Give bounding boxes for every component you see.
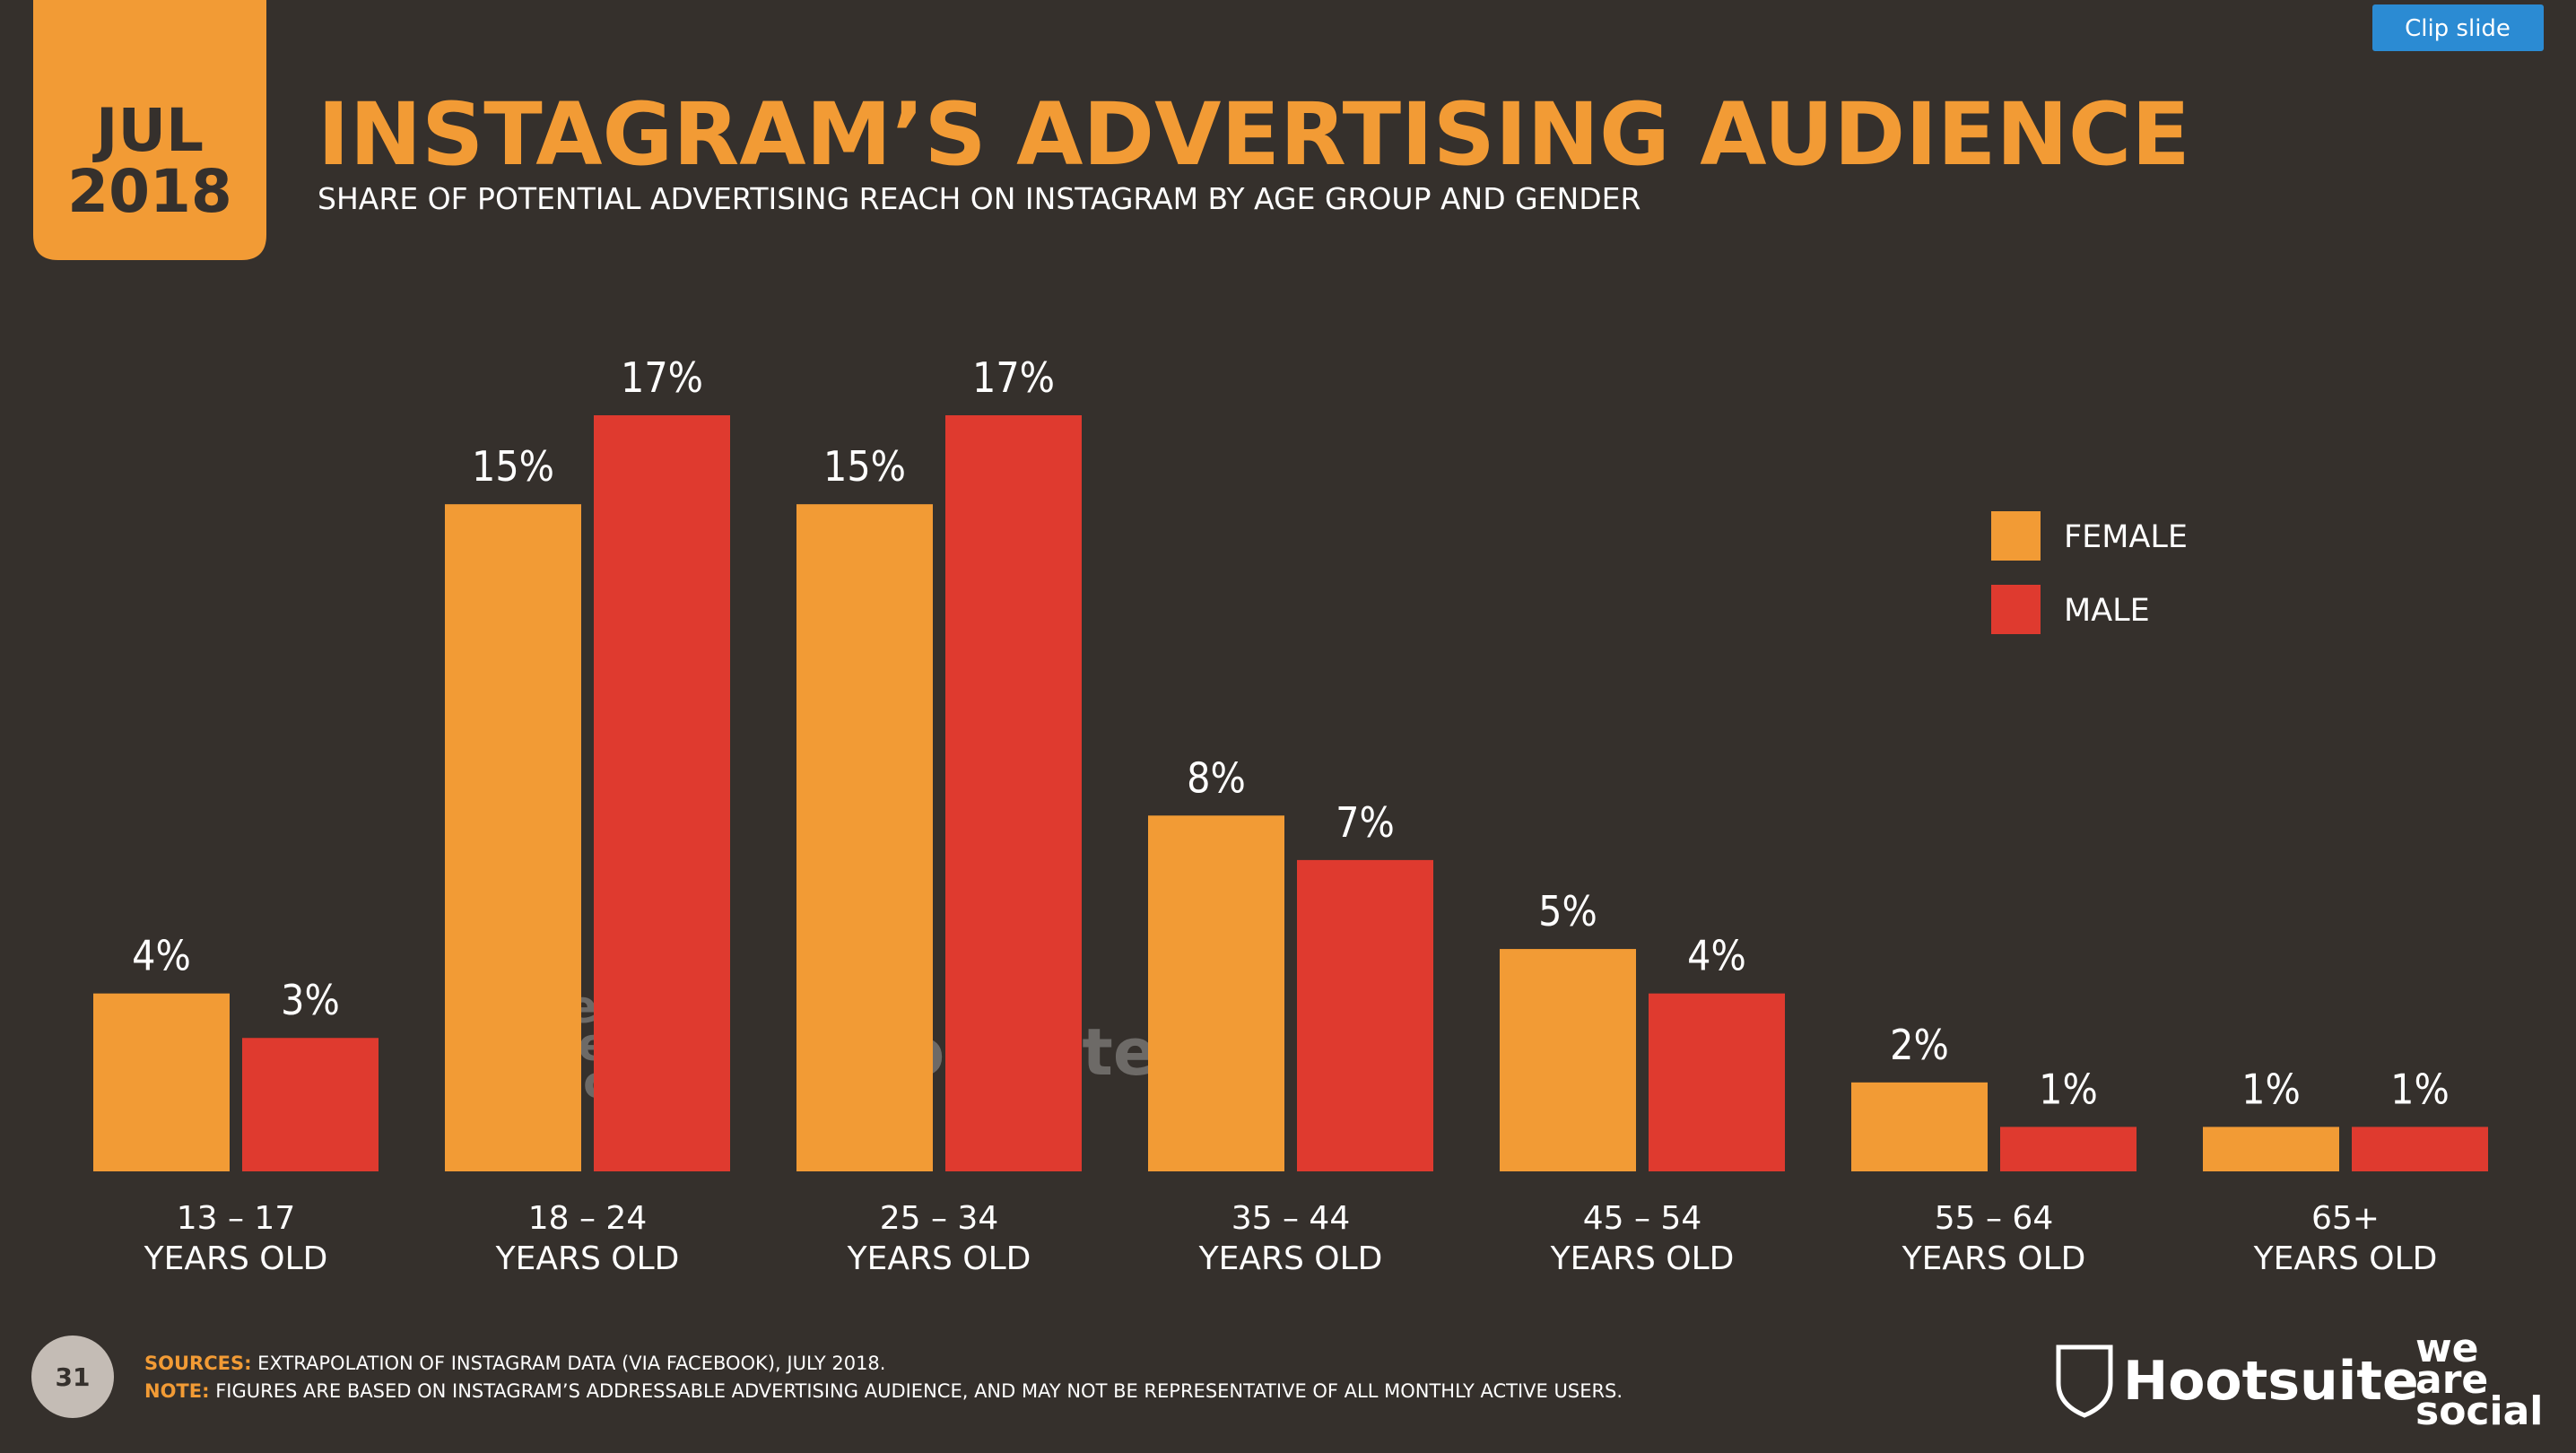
x-tick-sublabel: YEARS OLD <box>144 1240 328 1277</box>
legend-swatch <box>1991 585 2041 634</box>
footer-brand: Hootsuite <box>2123 1350 2419 1413</box>
value-label: 7% <box>1336 798 1395 847</box>
chart-subtitle: SHARE OF POTENTIAL ADVERTISING REACH ON … <box>318 181 1640 216</box>
note-label: NOTE: <box>144 1380 210 1402</box>
x-tick-sublabel: YEARS OLD <box>1198 1240 1383 1277</box>
x-tick-label: 25 – 34 <box>880 1200 999 1237</box>
value-label: 4% <box>132 932 191 980</box>
bar <box>796 504 933 1171</box>
bar <box>594 415 730 1171</box>
value-label: 1% <box>2039 1065 2098 1113</box>
legend-swatch <box>1991 511 2041 561</box>
x-tick-label: 13 – 17 <box>177 1200 296 1237</box>
x-tick-label: 55 – 64 <box>1935 1200 2054 1237</box>
bar <box>93 993 230 1171</box>
page-badge <box>31 1336 114 1418</box>
x-tick-label: 35 – 44 <box>1231 1200 1351 1237</box>
x-tick-sublabel: YEARS OLD <box>2253 1240 2438 1277</box>
x-tick-label: 65+ <box>2311 1200 2380 1237</box>
badge-month: JUL <box>92 96 204 165</box>
page-number: 31 <box>56 1362 91 1392</box>
note-text: FIGURES ARE BASED ON INSTAGRAM’S ADDRESS… <box>215 1380 1623 1402</box>
legend-label: MALE <box>2064 593 2150 629</box>
value-label: 3% <box>281 976 340 1024</box>
x-tick-sublabel: YEARS OLD <box>1902 1240 2086 1277</box>
x-tick-sublabel: YEARS OLD <box>495 1240 680 1277</box>
x-tick-label: 45 – 54 <box>1583 1200 1702 1237</box>
bar <box>1500 949 1636 1171</box>
value-label: 15% <box>472 442 554 491</box>
footer-agency-2: are <box>2415 1357 2488 1403</box>
value-label: 2% <box>1890 1021 1949 1069</box>
clip-button[interactable] <box>2372 4 2544 51</box>
bar <box>445 504 581 1171</box>
sources-label: SOURCES: <box>144 1353 251 1374</box>
value-label: 1% <box>2241 1065 2301 1113</box>
sources-text: EXTRAPOLATION OF INSTAGRAM DATA (VIA FAC… <box>257 1353 885 1374</box>
clip-button-label[interactable]: Clip slide <box>2405 15 2511 42</box>
bar <box>1851 1082 1988 1171</box>
note: NOTE: FIGURES ARE BASED ON INSTAGRAM’S A… <box>144 1380 1623 1402</box>
badge-year: 2018 <box>67 157 232 226</box>
value-label: 15% <box>823 442 906 491</box>
bar <box>2000 1127 2137 1171</box>
owl-icon <box>2056 1344 2113 1418</box>
value-label: 17% <box>621 353 703 402</box>
x-tick-sublabel: YEARS OLD <box>1550 1240 1735 1277</box>
legend: FEMALE MALE <box>1991 511 2188 634</box>
date-badge <box>33 0 266 260</box>
value-label: 4% <box>1687 932 1746 980</box>
bar <box>945 415 1082 1171</box>
bar <box>242 1038 379 1171</box>
chart-title: INSTAGRAM’S ADVERTISING AUDIENCE <box>318 84 2190 185</box>
footer-agency-3: social <box>2415 1388 2543 1434</box>
footer-agency-1: we <box>2415 1326 2479 1371</box>
bar <box>1297 859 1433 1171</box>
bar <box>1148 815 1284 1171</box>
value-label: 17% <box>972 353 1055 402</box>
value-label: 8% <box>1187 753 1246 802</box>
bar <box>2203 1127 2339 1171</box>
sources: SOURCES: EXTRAPOLATION OF INSTAGRAM DATA… <box>144 1353 885 1374</box>
value-label: 1% <box>2390 1065 2450 1113</box>
bar <box>2352 1127 2488 1171</box>
x-tick-label: 18 – 24 <box>528 1200 648 1237</box>
legend-label: FEMALE <box>2064 519 2188 555</box>
bar <box>1649 993 1785 1171</box>
value-label: 5% <box>1538 887 1597 935</box>
x-tick-sublabel: YEARS OLD <box>847 1240 1031 1277</box>
